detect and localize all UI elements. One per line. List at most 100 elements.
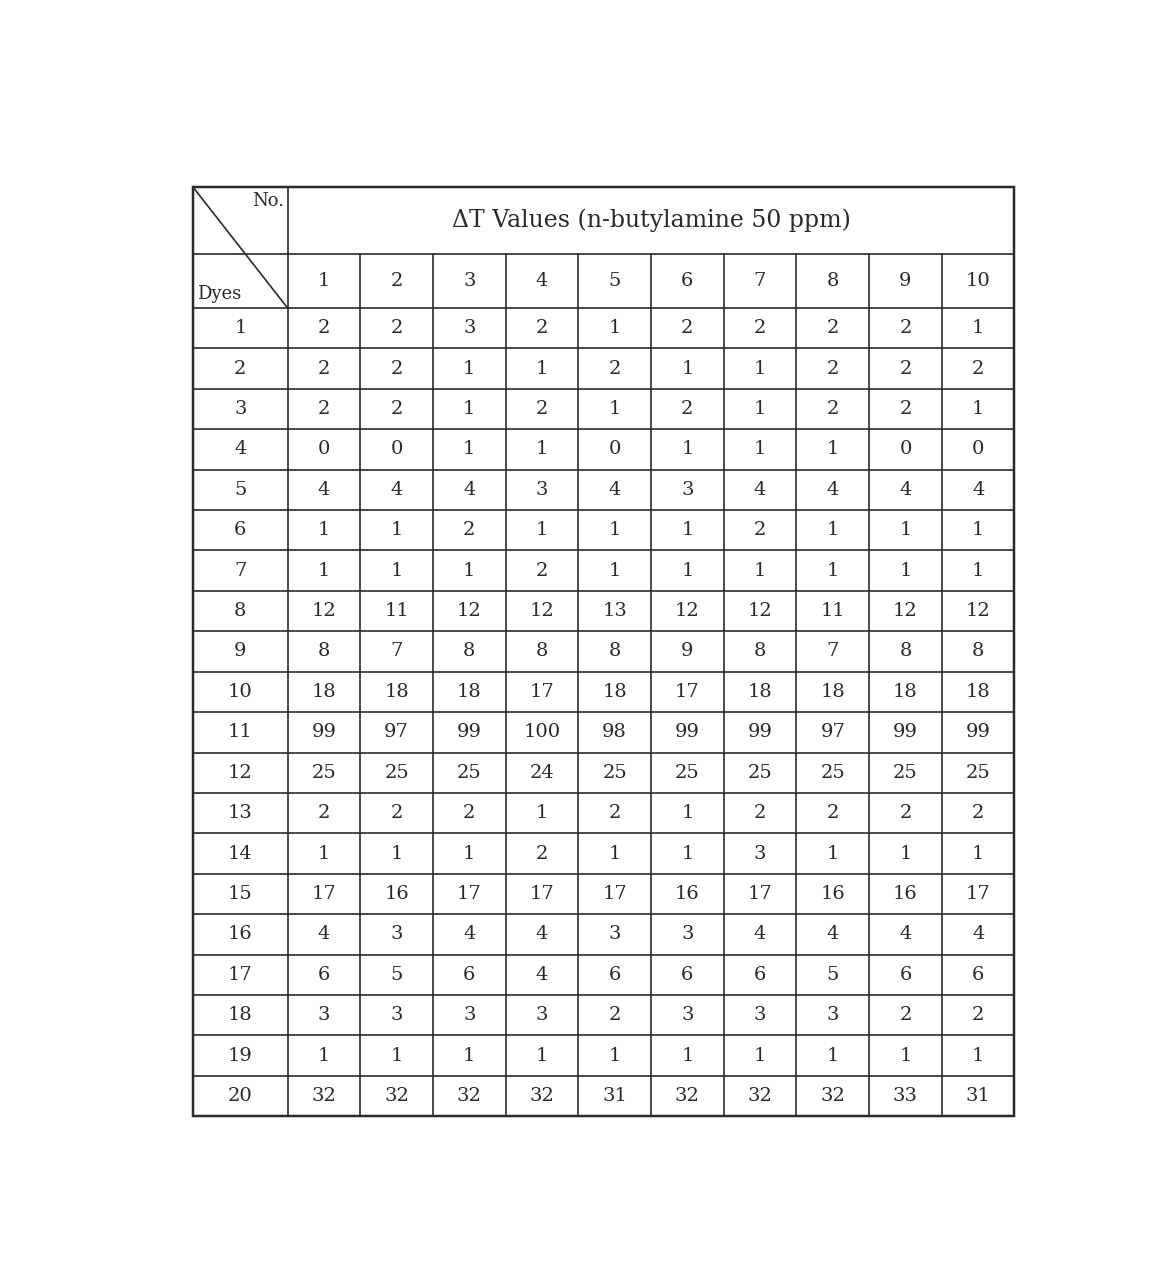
Text: 1: 1 (318, 845, 331, 862)
Text: 16: 16 (820, 885, 846, 903)
Text: 1: 1 (536, 804, 548, 822)
Text: 32: 32 (457, 1087, 482, 1105)
Text: 2: 2 (827, 804, 839, 822)
Text: 3: 3 (463, 320, 476, 338)
Text: 2: 2 (900, 359, 911, 377)
Text: 2: 2 (972, 1006, 984, 1024)
Text: 12: 12 (675, 603, 699, 620)
Text: 4: 4 (900, 925, 911, 943)
Text: 4: 4 (972, 480, 984, 499)
Text: 11: 11 (228, 724, 252, 741)
Text: 10: 10 (228, 683, 252, 701)
Text: 25: 25 (457, 763, 482, 782)
Text: ΔT Values (n-butylamine 50 ppm): ΔT Values (n-butylamine 50 ppm) (452, 209, 850, 232)
Text: 1: 1 (463, 359, 476, 377)
Text: 6: 6 (681, 273, 694, 290)
Text: 2: 2 (318, 400, 331, 418)
Text: 1: 1 (827, 845, 839, 862)
Text: 20: 20 (228, 1087, 252, 1105)
Text: 1: 1 (972, 521, 984, 539)
Text: 0: 0 (391, 441, 403, 459)
Text: 7: 7 (753, 273, 766, 290)
Text: 97: 97 (820, 724, 846, 741)
Text: 1: 1 (900, 1046, 911, 1065)
Text: 12: 12 (965, 603, 991, 620)
Text: 3: 3 (826, 1006, 839, 1024)
Text: 3: 3 (536, 480, 548, 499)
Text: 17: 17 (457, 885, 482, 903)
Text: 2: 2 (753, 521, 766, 539)
Text: 1: 1 (463, 562, 476, 580)
Text: 2: 2 (318, 359, 331, 377)
Text: 2: 2 (391, 400, 403, 418)
Text: 8: 8 (318, 642, 331, 660)
Text: 17: 17 (311, 885, 336, 903)
Text: 1: 1 (900, 562, 911, 580)
Text: 0: 0 (608, 441, 621, 459)
Text: 12: 12 (311, 603, 336, 620)
Text: 99: 99 (965, 724, 991, 741)
Text: 16: 16 (385, 885, 409, 903)
Text: 4: 4 (234, 441, 247, 459)
Text: 1: 1 (681, 845, 694, 862)
Text: 2: 2 (608, 359, 621, 377)
Text: 2: 2 (900, 320, 911, 338)
Text: 13: 13 (228, 804, 252, 822)
Text: 1: 1 (391, 562, 403, 580)
Text: 18: 18 (311, 683, 336, 701)
Text: 6: 6 (753, 966, 766, 984)
Text: 2: 2 (463, 521, 476, 539)
Text: 3: 3 (753, 1006, 766, 1024)
Text: 99: 99 (311, 724, 336, 741)
Text: 1: 1 (318, 1046, 331, 1065)
Text: 1: 1 (608, 320, 621, 338)
Text: 4: 4 (753, 925, 766, 943)
Text: 32: 32 (311, 1087, 336, 1105)
Text: 99: 99 (748, 724, 773, 741)
Text: 4: 4 (463, 925, 476, 943)
Text: 4: 4 (391, 480, 403, 499)
Text: 14: 14 (228, 845, 252, 862)
Text: 25: 25 (311, 763, 336, 782)
Text: 9: 9 (900, 273, 911, 290)
Text: 9: 9 (234, 642, 247, 660)
Text: 1: 1 (972, 1046, 984, 1065)
Text: 1: 1 (753, 562, 766, 580)
Text: 32: 32 (748, 1087, 773, 1105)
Text: 19: 19 (228, 1046, 252, 1065)
Text: 2: 2 (318, 320, 331, 338)
Text: 1: 1 (753, 441, 766, 459)
Text: 18: 18 (385, 683, 409, 701)
Text: 1: 1 (318, 521, 331, 539)
Text: 18: 18 (893, 683, 918, 701)
Text: 1: 1 (753, 1046, 766, 1065)
Text: 3: 3 (608, 925, 621, 943)
Text: 2: 2 (536, 845, 548, 862)
Text: 1: 1 (536, 441, 548, 459)
Text: 7: 7 (391, 642, 403, 660)
Text: 7: 7 (234, 562, 247, 580)
Text: 2: 2 (972, 804, 984, 822)
Text: 1: 1 (463, 1046, 476, 1065)
Text: 3: 3 (318, 1006, 331, 1024)
Text: 1: 1 (972, 320, 984, 338)
Text: 1: 1 (681, 1046, 694, 1065)
Text: 32: 32 (384, 1087, 409, 1105)
Text: 1: 1 (391, 521, 403, 539)
Text: 1: 1 (608, 562, 621, 580)
Text: 31: 31 (602, 1087, 627, 1105)
Text: 2: 2 (900, 804, 911, 822)
Text: 3: 3 (391, 1006, 403, 1024)
Text: 2: 2 (827, 320, 839, 338)
Text: 98: 98 (602, 724, 627, 741)
Text: 2: 2 (753, 804, 766, 822)
Text: 25: 25 (385, 763, 409, 782)
Text: 2: 2 (391, 804, 403, 822)
Text: 4: 4 (536, 273, 548, 290)
Text: 6: 6 (681, 966, 694, 984)
Text: 1: 1 (608, 400, 621, 418)
Text: 18: 18 (820, 683, 846, 701)
Text: 1: 1 (391, 1046, 403, 1065)
Text: 4: 4 (536, 966, 548, 984)
Text: 1: 1 (972, 562, 984, 580)
